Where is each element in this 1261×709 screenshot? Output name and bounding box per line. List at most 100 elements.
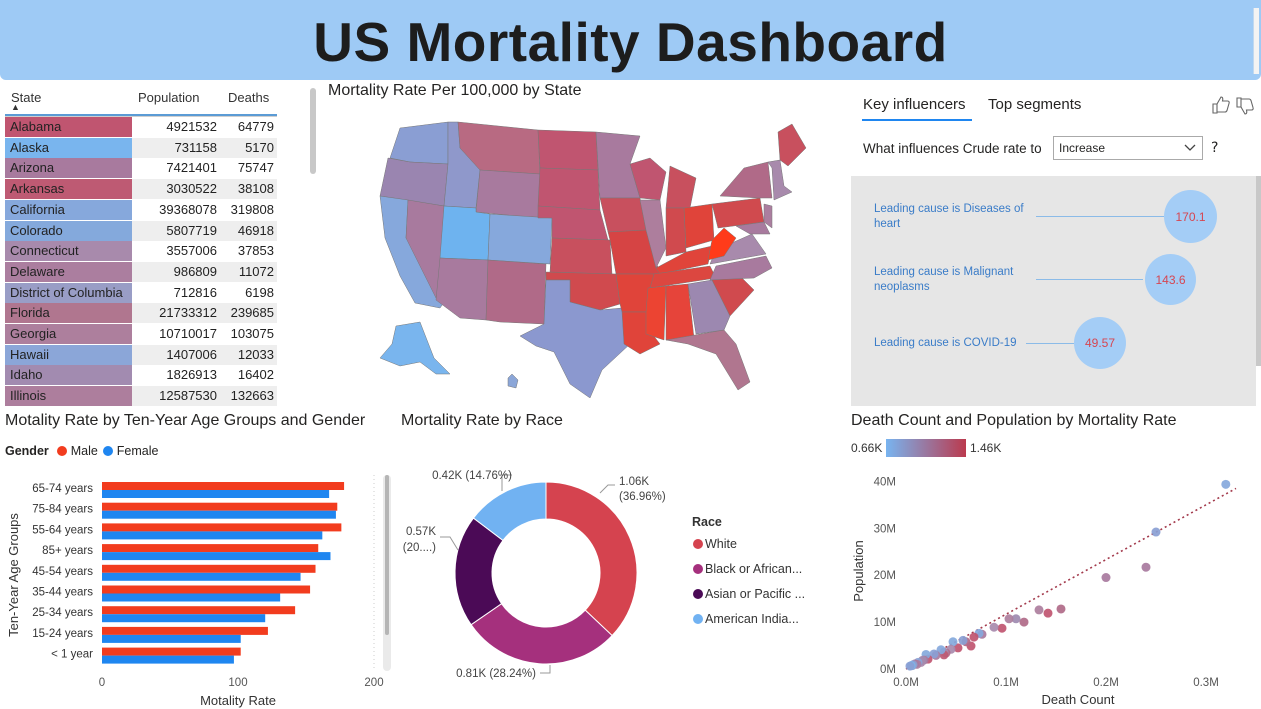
- donut-legend-label[interactable]: Asian or Pacific ...: [705, 587, 805, 601]
- table-row[interactable]: Hawaii 1407006 12033: [5, 344, 277, 366]
- bar-male[interactable]: [102, 564, 316, 573]
- map-state-michigan[interactable]: [665, 165, 697, 209]
- map-state-utah[interactable]: [439, 205, 491, 261]
- table-row[interactable]: Illinois 12587530 132663: [5, 386, 277, 406]
- map-state-maryland[interactable]: [735, 221, 771, 235]
- scatter-point[interactable]: [905, 661, 915, 671]
- bar-female[interactable]: [102, 531, 323, 540]
- tab-key-influencers[interactable]: Key influencers: [863, 96, 966, 113]
- scatter-point[interactable]: [1043, 608, 1053, 618]
- map-state-north-dakota[interactable]: [537, 129, 599, 171]
- influencer-label-heart[interactable]: Leading cause is Diseases of heart: [874, 203, 1024, 230]
- bar-female[interactable]: [102, 593, 281, 602]
- map-state-alaska[interactable]: [379, 321, 451, 375]
- scatter-point[interactable]: [969, 632, 979, 642]
- map-state-hawaii[interactable]: [507, 373, 519, 389]
- bar-scrollbar-thumb[interactable]: [385, 475, 389, 635]
- donut-legend-label[interactable]: American India...: [705, 612, 799, 626]
- map-state-new-jersey[interactable]: [763, 203, 773, 229]
- table-row[interactable]: Colorado 5807719 46918: [5, 220, 277, 242]
- scatter-point[interactable]: [1004, 614, 1014, 624]
- map-state-virginia[interactable]: [709, 233, 767, 265]
- map-state-west-virginia[interactable]: [707, 227, 737, 261]
- bar-female[interactable]: [102, 490, 330, 498]
- table-row[interactable]: District of Columbia 712816 6198: [5, 282, 277, 304]
- map-state-florida[interactable]: [665, 329, 751, 391]
- help-icon[interactable]: ?: [1211, 140, 1219, 156]
- map-state-illinois[interactable]: [639, 199, 667, 269]
- donut-legend-label[interactable]: Black or African...: [705, 562, 802, 576]
- donut-slice-black-or-african-american[interactable]: [470, 602, 613, 665]
- table-row[interactable]: Florida 21733312 239685: [5, 303, 277, 325]
- header-deaths[interactable]: Deaths: [228, 90, 270, 105]
- map-state-wyoming[interactable]: [475, 169, 541, 219]
- legend-male-label[interactable]: Male: [70, 444, 98, 458]
- map-state-new-mexico[interactable]: [485, 259, 547, 325]
- bar-male[interactable]: [102, 544, 319, 553]
- table-row[interactable]: Connecticut 3557006 37853: [5, 241, 277, 263]
- influencer-label-covid[interactable]: Leading cause is COVID-19: [874, 337, 1017, 349]
- bar-female[interactable]: [102, 655, 234, 664]
- scatter-point[interactable]: [1151, 527, 1161, 537]
- bar-male[interactable]: [102, 502, 338, 511]
- donut-slice-white[interactable]: [545, 481, 638, 637]
- scatter-point[interactable]: [1141, 562, 1151, 572]
- race-donut-chart[interactable]: 1.06K (36.96%) 0.81K (28.24%) 0.57K (20....)…: [400, 455, 845, 705]
- state-table[interactable]: State Population Deaths ▲ Alabama 4921532…: [5, 88, 277, 406]
- age-gender-bar-chart[interactable]: 65-74 years 75-84 years 55-64 years 85+ yea…: [0, 465, 395, 709]
- table-row[interactable]: Idaho 1826913 16402: [5, 365, 277, 387]
- thumbs-up-icon[interactable]: [1212, 96, 1230, 114]
- bar-male[interactable]: [102, 585, 311, 594]
- table-row[interactable]: Alabama 4921532 64779: [5, 117, 277, 138]
- legend-female-label[interactable]: Female: [116, 444, 159, 458]
- tab-top-segments[interactable]: Top segments: [988, 96, 1082, 113]
- map-state-new-york[interactable]: [719, 161, 773, 199]
- influencer-label-neoplasms[interactable]: Leading cause is Malignant neoplasms: [874, 266, 1014, 293]
- scatter-point[interactable]: [1221, 479, 1231, 489]
- bar-male[interactable]: [102, 482, 345, 490]
- influencer-bubble-neoplasms[interactable]: 143.6: [1145, 254, 1196, 305]
- table-row[interactable]: California 39368078 319808: [5, 199, 277, 221]
- bar-female[interactable]: [102, 510, 336, 519]
- table-row[interactable]: Georgia 10710017 103075: [5, 324, 277, 345]
- header-state[interactable]: State: [11, 90, 42, 105]
- bar-male[interactable]: [102, 606, 296, 615]
- bar-female[interactable]: [102, 572, 301, 581]
- scatter-point[interactable]: [989, 622, 999, 632]
- map-state-washington[interactable]: [389, 121, 449, 165]
- scatter-point[interactable]: [953, 643, 963, 653]
- bar-female[interactable]: [102, 614, 266, 623]
- donut-slice-american-indian[interactable]: [472, 481, 547, 542]
- bar-male[interactable]: [102, 647, 241, 656]
- table-row[interactable]: Delaware 986809 11072: [5, 261, 277, 283]
- increase-dropdown[interactable]: Increase: [1053, 136, 1203, 160]
- table-scrollbar[interactable]: [310, 88, 316, 174]
- scatter-point[interactable]: [1056, 604, 1066, 614]
- scatter-point[interactable]: [1011, 614, 1021, 624]
- bar-male[interactable]: [102, 626, 268, 635]
- bar-female[interactable]: [102, 634, 241, 643]
- map-state-indiana[interactable]: [665, 207, 687, 257]
- map-state-kansas[interactable]: [549, 237, 613, 275]
- map-state-colorado[interactable]: [487, 213, 553, 265]
- map-state-georgia[interactable]: [687, 279, 731, 335]
- map-state-ohio[interactable]: [683, 203, 715, 249]
- scatter-point[interactable]: [929, 649, 939, 659]
- influencer-bubble-heart[interactable]: 170.1: [1164, 190, 1217, 243]
- us-map[interactable]: [340, 108, 810, 398]
- map-state-south-dakota[interactable]: [537, 167, 601, 211]
- scatter-point[interactable]: [958, 635, 968, 645]
- influencer-bubble-covid[interactable]: 49.57: [1074, 317, 1126, 369]
- map-state-north-carolina[interactable]: [709, 255, 773, 281]
- scatter-point[interactable]: [948, 637, 958, 647]
- table-row[interactable]: Arkansas 3030522 38108: [5, 179, 277, 201]
- bar-male[interactable]: [102, 523, 342, 532]
- map-state-arizona[interactable]: [435, 257, 489, 321]
- scatter-point[interactable]: [1019, 617, 1029, 627]
- map-state-texas[interactable]: [519, 279, 631, 398]
- header-population[interactable]: Population: [138, 90, 200, 105]
- bar-female[interactable]: [102, 552, 331, 561]
- donut-legend-label[interactable]: White: [705, 537, 737, 551]
- thumbs-down-icon[interactable]: [1236, 97, 1254, 115]
- death-population-scatter[interactable]: 0.66K 1.46K 0M 10M 20M 30M 40M 0.0M 0.1M 0.2M 0.3M…: [846, 436, 1256, 709]
